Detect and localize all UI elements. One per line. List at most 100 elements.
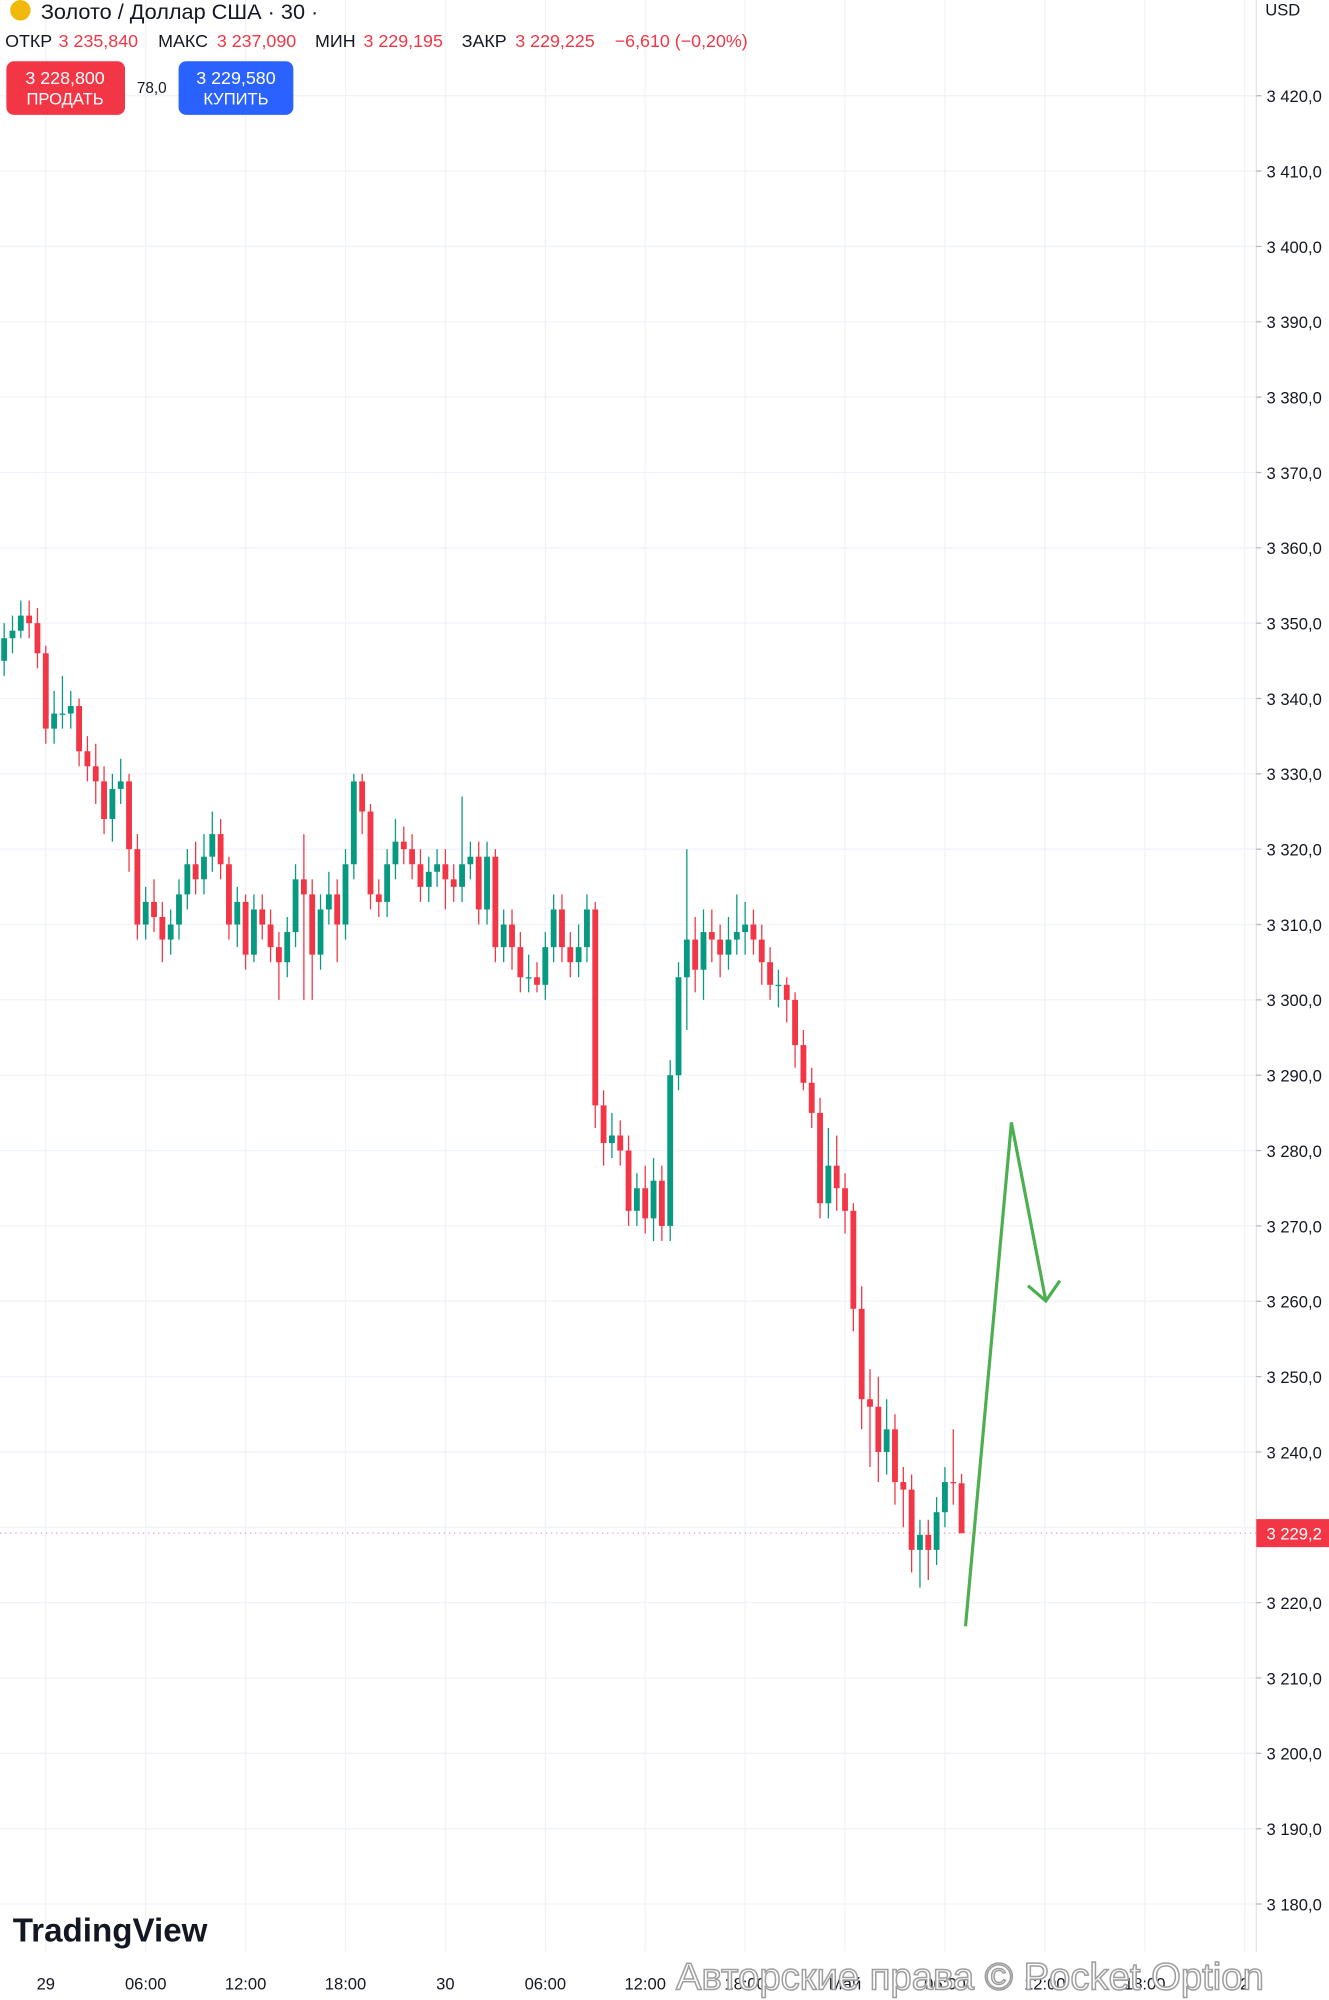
candle-body [84,751,91,767]
last-price-box [1256,1519,1329,1548]
y-tick-label: 3 380,0 [1267,389,1322,408]
candle-body [184,864,191,895]
logo: TradingView [13,1912,208,1949]
candle-body [292,879,299,933]
candle-body [467,856,474,865]
candle-body [867,1399,873,1407]
low-value: 3 229,195 [363,31,442,51]
sell-bg[interactable] [6,61,125,115]
candle-body [933,1512,940,1550]
candle-body [642,1188,649,1219]
y-tick-label: 3 290,0 [1267,1067,1322,1086]
y-tick-label: 3 400,0 [1267,238,1322,257]
candle-body [908,1489,915,1550]
candle-body [251,909,257,955]
candle-body [375,894,382,902]
candle-body [550,909,557,948]
candle-body [192,864,199,880]
candle-body [534,977,540,985]
candle-body [400,841,407,850]
last-price-label: 3 229,2 [1267,1525,1322,1544]
close-value: 3 229,225 [515,31,594,51]
high-label: МАКС [158,31,208,51]
y-tick-label: 3 270,0 [1267,1217,1322,1236]
x-tick-label: 18:00 [325,1975,367,1994]
candle-body [159,916,166,940]
candle-body [367,811,374,895]
buy-text[interactable]: КУПИТЬ [203,90,268,109]
sell-button[interactable]: 3 228,800 ПРОДАТЬ [6,61,125,115]
candle-body [858,1308,865,1400]
candle-body [325,894,332,910]
candle-body [309,894,316,955]
x-tick-label: 06:00 [525,1975,567,1994]
y-tick-label: 3 360,0 [1267,539,1322,558]
x-axis: 29 06:00 12:00 18:00 30 06:00 12:00 18:00 Май 06:… [37,1975,1250,1994]
candle-body [51,713,58,729]
candle-body [609,1135,615,1144]
candle-body [34,623,41,654]
candle-body [92,766,99,782]
candle-body [459,864,465,887]
candle-body [234,901,241,925]
candle-body [842,1188,848,1211]
y-tick-label: 3 370,0 [1267,464,1322,483]
candle-body [1,638,8,661]
candle-body [267,924,274,948]
candle-body [717,939,724,955]
candle-body [59,713,66,715]
candle-body [700,932,707,970]
candle-body [733,932,740,940]
candle-body [434,864,440,872]
candle-body [101,781,107,820]
y-tick-label: 3 260,0 [1267,1293,1322,1312]
buy-price[interactable]: 3 229,580 [196,68,275,88]
candle-body [350,781,357,865]
candle-body [425,871,432,887]
candle-body [226,864,232,925]
candle-body [900,1482,907,1490]
candle-body [142,901,149,925]
y-tick-label: 3 410,0 [1267,162,1322,181]
y-tick-label: 3 420,0 [1267,87,1322,106]
candle-body [950,1482,957,1484]
sell-price[interactable]: 3 228,800 [25,68,104,88]
y-tick-label: 3 190,0 [1267,1820,1322,1839]
x-tick-label: 2 [1240,1975,1249,1994]
sell-text[interactable]: ПРОДАТЬ [26,90,103,109]
y-tick-label: 3 350,0 [1267,615,1322,634]
x-tick-label: 30 [436,1975,454,1994]
x-tick-label: 12:00 [225,1975,267,1994]
candle-body [825,1165,832,1204]
candle-body [808,1082,815,1113]
y-tick-label: 3 300,0 [1267,991,1322,1010]
candle-body [26,615,33,624]
change: −6,610 (−0,20%) [615,31,748,51]
candle-body [317,909,324,955]
buy-button[interactable]: 3 229,580 КУПИТЬ [178,61,294,115]
candle-body [942,1482,948,1513]
candle-body [667,1075,674,1226]
candle-body [592,909,599,1106]
candle-body [692,939,699,970]
candle-body [509,924,515,948]
high-value: 3 237,090 [217,31,296,51]
y-tick-label: 3 200,0 [1267,1745,1322,1764]
y-tick-label: 3 220,0 [1267,1594,1322,1613]
candle-body [883,1429,890,1452]
candle-body [484,856,490,910]
candle-body [284,932,291,963]
arrow-head [1026,1279,1062,1304]
candle-body [683,939,690,978]
candle-body [17,615,24,631]
y-tick-label: 3 320,0 [1267,841,1322,860]
candle-body [242,901,249,955]
grid [0,0,1257,1952]
candle-body [567,947,574,963]
candle-body [334,894,341,925]
candle-body [117,781,124,789]
close-label: ЗАКР [462,31,507,51]
candle-body [167,924,174,940]
chart-title: Золото / Доллар США · 30 · [41,0,318,24]
buy-bg[interactable] [178,61,294,115]
